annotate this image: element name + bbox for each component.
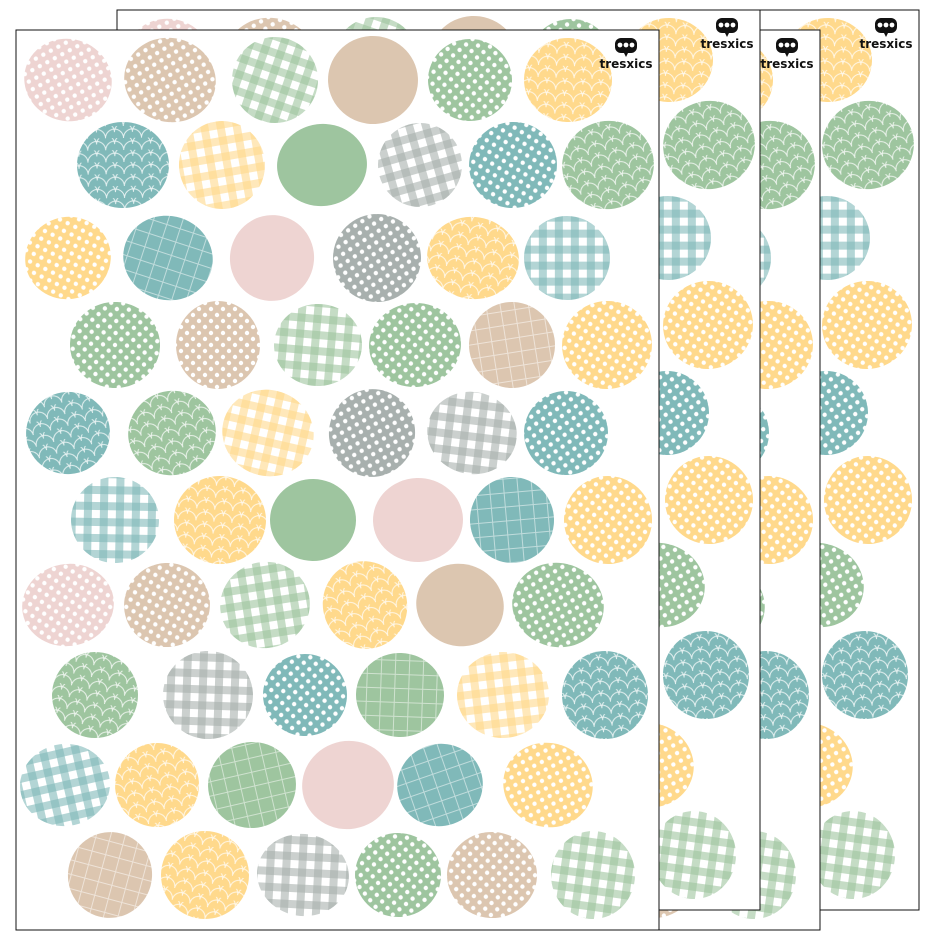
logo-icon-tail: [624, 53, 628, 57]
sticker: [663, 280, 753, 370]
sticker: [824, 456, 912, 544]
sticker: [397, 743, 483, 827]
stickers: [20, 35, 654, 919]
sticker: [524, 37, 612, 123]
sticker: [70, 301, 160, 389]
sticker: [564, 476, 652, 564]
sticker: [270, 478, 356, 562]
sticker: [503, 742, 593, 828]
sticker: [428, 38, 512, 122]
sticker: [369, 302, 461, 388]
sticker: [257, 833, 349, 917]
sticker: [469, 477, 555, 563]
sticker: [551, 831, 635, 919]
sticker: [662, 631, 750, 719]
sticker: [328, 389, 416, 477]
sticker: [176, 301, 260, 389]
logo-icon-dot: [790, 42, 796, 48]
sticker: [161, 831, 249, 919]
sticker: [178, 121, 266, 209]
logo-text: tresxics: [700, 37, 753, 51]
sticker: [124, 562, 210, 648]
sticker: [274, 303, 362, 387]
sticker: [71, 476, 159, 564]
sticker: [447, 831, 537, 919]
logo-icon-dot: [629, 42, 635, 48]
logo-icon-dot: [730, 22, 736, 28]
sheet: tresxics: [15, 29, 660, 931]
sticker: [416, 563, 504, 647]
logo-icon-tail: [725, 33, 729, 37]
logo-icon-dot: [889, 22, 895, 28]
sticker: [26, 391, 110, 475]
sticker: [469, 121, 557, 209]
logo-text: tresxics: [859, 37, 912, 51]
sticker: [232, 37, 318, 123]
logo-icon-dot: [718, 22, 724, 28]
sticker: [561, 651, 649, 739]
logo: tresxics: [599, 38, 653, 71]
sticker: [355, 832, 441, 918]
sticker: [821, 631, 909, 719]
sticker: [174, 475, 266, 565]
logo-icon-dot: [623, 42, 629, 48]
sticker: [322, 561, 408, 649]
sticker: [77, 121, 169, 209]
logo-icon-dot: [724, 22, 730, 28]
sticker: [512, 562, 604, 648]
sticker: [328, 35, 418, 125]
logo: tresxics: [859, 18, 913, 51]
sticker: [822, 280, 912, 370]
sticker: [67, 832, 153, 918]
sticker: [333, 214, 421, 302]
sticker: [373, 477, 463, 563]
sticker: [229, 215, 315, 301]
sticker: [663, 100, 755, 190]
logo-icon-dot: [883, 22, 889, 28]
sticker: [524, 391, 608, 475]
sticker: [263, 653, 347, 737]
sticker: [811, 811, 895, 899]
sticker: [822, 100, 914, 190]
sticker: [457, 651, 549, 739]
sticker: [52, 652, 138, 738]
sticker: [562, 120, 654, 210]
sticker: [427, 216, 519, 300]
sticker: [378, 123, 462, 207]
sticker: [302, 740, 394, 830]
sticker: [128, 390, 216, 476]
sticker: [427, 391, 517, 475]
sticker: [25, 216, 111, 300]
sticker: [123, 215, 213, 301]
logo-text: tresxics: [760, 57, 813, 71]
sticker: [22, 563, 114, 647]
sticker: [469, 302, 555, 388]
sticker: [124, 37, 216, 123]
logo: tresxics: [760, 38, 814, 71]
sticker: [652, 811, 736, 899]
logo-icon-tail: [884, 33, 888, 37]
logo-icon-tail: [785, 53, 789, 57]
sticker: [208, 741, 296, 829]
sticker: [220, 561, 310, 649]
sticker: [277, 123, 367, 207]
sticker: [115, 743, 199, 827]
sticker: [222, 389, 314, 477]
logo-icon-dot: [778, 42, 784, 48]
sticker: [665, 456, 753, 544]
sticker: [356, 652, 444, 738]
sticker: [163, 650, 253, 740]
logo-text: tresxics: [599, 57, 652, 71]
logo: tresxics: [700, 18, 754, 51]
sticker: [524, 215, 610, 301]
sticker: [24, 38, 112, 122]
logo-icon-dot: [877, 22, 883, 28]
sticker: [20, 743, 110, 827]
logo-icon-dot: [784, 42, 790, 48]
sticker: [562, 300, 652, 390]
logo-icon-dot: [617, 42, 623, 48]
